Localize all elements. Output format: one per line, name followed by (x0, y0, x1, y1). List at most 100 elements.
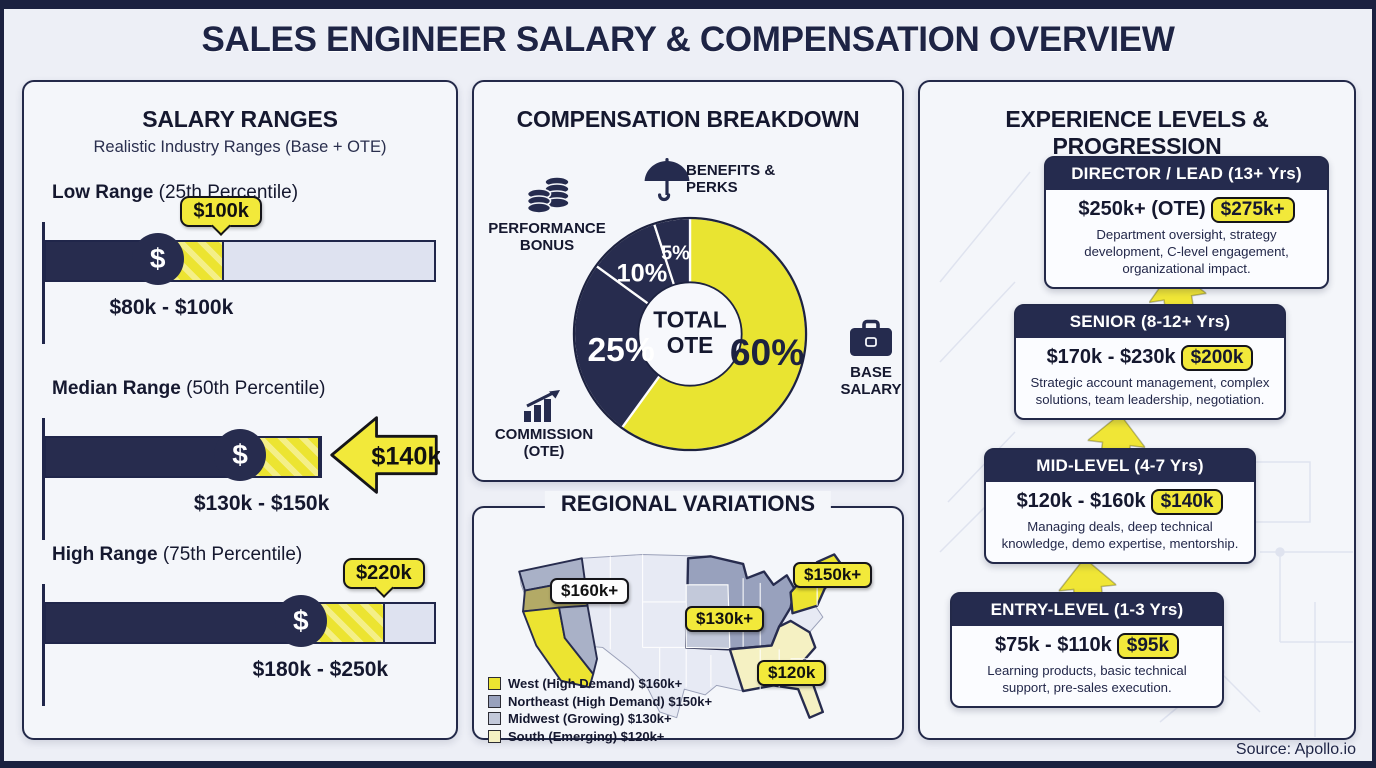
level-header: MID-LEVEL (4-7 Yrs) (986, 450, 1254, 482)
level-body: $250k+ (OTE) $275k+ Department oversight,… (1046, 190, 1327, 287)
legend-row-northeast: Northeast (High Demand) $150k+ (488, 694, 712, 709)
dollar-icon: $ (131, 233, 184, 285)
benefits-perks-label: BENEFITS & PERKS (686, 162, 776, 197)
map-badge-west: $160k+ (550, 578, 630, 604)
salary-bar-track (44, 602, 436, 644)
salary-bar-name: Median Range (52, 378, 181, 399)
salary-bar-high: High Range (75th Percentile) $220k $ $18… (42, 544, 436, 709)
bar-axis-line (42, 222, 45, 344)
pie-pct-benefits: 5% (661, 243, 690, 265)
level-range-text: $170k - $230k (1046, 346, 1176, 368)
legend-row-midwest: Midwest (Growing) $130k+ (488, 711, 712, 726)
level-range-text: $120k - $160k (1016, 490, 1146, 512)
legend-swatch-south (488, 729, 501, 743)
bar-axis-line (42, 418, 45, 540)
level-header: DIRECTOR / LEAD (13+ Yrs) (1046, 158, 1327, 190)
legend-label: West (High Demand) $160k+ (508, 676, 683, 691)
legend-swatch-west (488, 677, 501, 690)
pie-center-top: TOTAL (653, 307, 727, 333)
level-range: $120k - $160k $140k (996, 489, 1244, 515)
median-marker-value: $140k (372, 442, 441, 470)
us-map: $160k+ $130k+ $150k+ $120k (484, 526, 896, 730)
salary-bar-median: Median Range (50th Percentile) $ $140k $… (42, 378, 443, 543)
legend-swatch-midwest (488, 712, 501, 725)
salary-bar-detail: (50th Percentile) (180, 378, 326, 399)
level-body: $75k - $110k $95k Learning products, basi… (952, 626, 1222, 706)
experience-levels-panel: EXPERIENCE LEVELS & PROGRESSION DIRECTOR… (918, 80, 1356, 740)
region-panel-title: REGIONAL VARIATIONS (544, 491, 832, 517)
salary-bar-track (44, 240, 436, 282)
frame-bottom (0, 761, 1376, 768)
salary-bar-low: Low Range (25th Percentile) $100k $ $80k… (42, 182, 436, 347)
level-card-mid: MID-LEVEL (4-7 Yrs) $120k - $160k $140k M… (984, 448, 1256, 564)
level-body: $120k - $160k $140k Managing deals, deep … (986, 482, 1254, 562)
level-range-text: $250k+ (OTE) (1078, 198, 1206, 220)
salary-ranges-panel: SALARY RANGES Realistic Industry Ranges … (22, 80, 458, 740)
commission-label: COMMISSION (OTE) (494, 426, 594, 461)
level-desc: Department oversight, strategy developme… (1084, 227, 1289, 276)
pie-center-bottom: OTE (667, 332, 714, 358)
median-callout-arrow: $140k (328, 410, 443, 500)
base-salary-label: BASE SALARY (840, 364, 902, 399)
level-card-entry: ENTRY-LEVEL (1-3 Yrs) $75k - $110k $95k L… (950, 592, 1224, 708)
pie-center-hole (637, 281, 743, 387)
level-card-senior: SENIOR (8-12+ Yrs) $170k - $230k $200k St… (1014, 304, 1286, 420)
dollar-icon: $ (274, 595, 327, 647)
salary-bar-label: Median Range (50th Percentile) (52, 378, 326, 400)
level-range: $250k+ (OTE) $275k+ (1056, 197, 1317, 223)
compensation-breakdown-panel: COMPENSATION BREAKDOWN PERFORMANCE BONUS… (472, 80, 904, 482)
salary-marker-badge: $100k (180, 196, 262, 227)
bar-segment-base (46, 438, 240, 476)
legend-row-south: South (Emerging) $120k+ (488, 729, 712, 744)
umbrella-icon (642, 158, 692, 209)
salary-panel-title: SALARY RANGES (142, 106, 338, 132)
salary-range-text: $180k - $250k (252, 658, 389, 681)
briefcase-icon (848, 318, 894, 365)
level-desc: Learning products, basic technical suppo… (987, 663, 1187, 695)
growth-chart-icon (522, 388, 562, 427)
level-range-text: $75k - $110k (994, 634, 1112, 656)
salary-panel-subtitle: Realistic Industry Ranges (Base + OTE) (93, 138, 387, 156)
salary-bar-track (44, 436, 323, 478)
level-header: ENTRY-LEVEL (1-3 Yrs) (952, 594, 1222, 626)
salary-marker-badge: $220k (343, 558, 425, 589)
salary-range-text: $130k - $150k (193, 492, 330, 515)
exp-panel-title: EXPERIENCE LEVELS & PROGRESSION (1005, 106, 1269, 159)
level-desc: Strategic account management, complex so… (1030, 375, 1270, 407)
map-region-nevada (558, 604, 598, 675)
level-badge: $275k+ (1210, 197, 1295, 223)
legend-swatch-northeast (488, 694, 501, 708)
legend-label: South (Emerging) $120k+ (508, 728, 665, 744)
salary-bar-label: High Range (75th Percentile) (52, 544, 302, 566)
page-title: SALES ENGINEER SALARY & COMPENSATION OVE… (201, 20, 1175, 59)
legend-label: Northeast (High Demand) $150k+ (508, 693, 713, 709)
map-badge-northeast: $150k+ (793, 562, 873, 588)
level-header: SENIOR (8-12+ Yrs) (1016, 306, 1284, 338)
frame-top (0, 0, 1376, 9)
dollar-icon: $ (214, 429, 266, 481)
frame-left (0, 0, 4, 768)
map-legend: West (High Demand) $160k+ Northeast (Hig… (488, 676, 712, 746)
level-desc: Managing deals, deep technical knowledge… (1001, 519, 1239, 551)
level-range: $170k - $230k $200k (1026, 345, 1274, 371)
legend-label: Midwest (Growing) $130k+ (508, 711, 672, 726)
level-badge: $200k (1180, 345, 1254, 371)
level-body: $170k - $230k $200k Strategic account man… (1016, 338, 1284, 418)
salary-range-text: $80k - $100k (109, 296, 234, 319)
legend-row-west: West (High Demand) $160k+ (488, 676, 712, 691)
performance-bonus-label: PERFORMANCE BONUS (488, 220, 606, 255)
pie-pct-base: 60% (730, 331, 804, 373)
compensation-pie-chart: TOTAL OTE 60% 25% 10% 5% (554, 198, 826, 470)
pie-pct-commission: 25% (588, 332, 655, 369)
map-badge-midwest: $130k+ (685, 606, 765, 632)
salary-bar-detail: (75th Percentile) (157, 544, 303, 565)
map-badge-south: $120k (757, 660, 827, 686)
level-badge: $140k (1150, 489, 1224, 515)
bar-segment-base (46, 604, 301, 642)
pie-pct-bonus: 10% (617, 259, 668, 287)
bar-axis-line (42, 584, 45, 706)
source-attribution: Source: Apollo.io (1235, 741, 1356, 758)
coins-icon (526, 174, 576, 221)
regional-variations-panel: REGIONAL VARIATIONS (472, 491, 904, 744)
level-badge: $95k (1116, 633, 1180, 659)
